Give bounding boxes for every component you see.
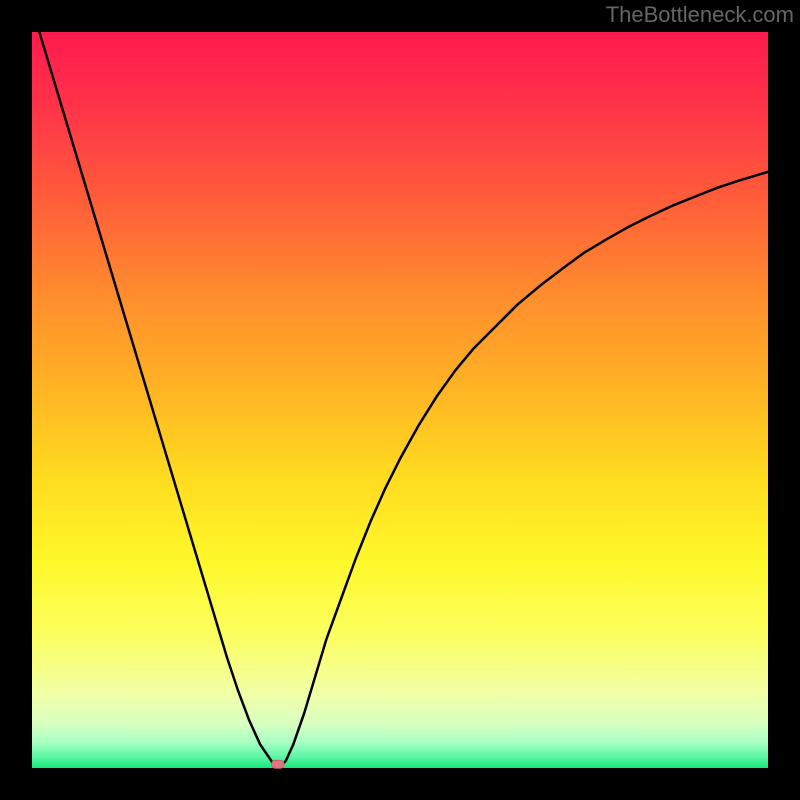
watermark-text: TheBottleneck.com [606,2,794,28]
plot-area [32,32,768,768]
